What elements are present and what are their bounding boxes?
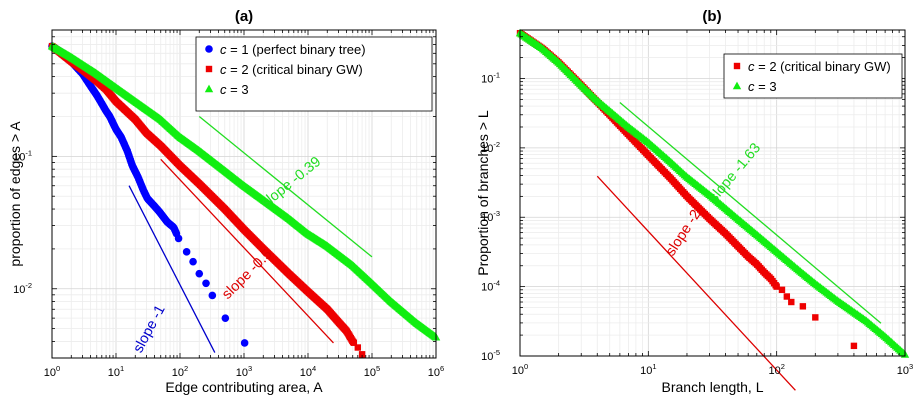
legend-marker xyxy=(205,45,213,53)
legend-label: c = 3 xyxy=(220,82,249,97)
slope-line xyxy=(198,115,373,258)
data-point xyxy=(174,234,183,243)
x-tick-label: 101 xyxy=(108,364,124,379)
y-tick-label: 10-2 xyxy=(481,140,500,155)
x-axis-ticks: 100 101 102 103 104 105 106 xyxy=(44,30,444,379)
series-3 xyxy=(47,41,441,341)
x-axis-ticks: 100 101 102 103 xyxy=(512,30,913,377)
x-tick-label: 104 xyxy=(300,364,316,379)
y-tick-label: 10-1 xyxy=(481,70,500,85)
data-point xyxy=(778,286,786,293)
legend-entry: c = 2 (critical binary GW) xyxy=(205,62,363,77)
series-2 xyxy=(515,28,910,358)
data-point xyxy=(350,339,358,346)
x-axis-label: Branch length, L xyxy=(662,379,764,395)
x-axis-label: Edge contributing area, A xyxy=(165,379,323,395)
data-point xyxy=(799,303,807,310)
y-axis-ticks: 10-1 10-2 10-3 10-4 10-5 xyxy=(481,29,905,363)
x-tick-label: 103 xyxy=(897,362,913,377)
legend-entry: c = 2 (critical binary GW) xyxy=(733,59,891,74)
slope-line xyxy=(128,185,216,353)
y-tick-label: 10-3 xyxy=(481,209,500,224)
data-point xyxy=(221,314,230,322)
legend-marker xyxy=(205,65,213,73)
data-point xyxy=(195,269,204,278)
data-point xyxy=(783,293,791,300)
panel-title: (b) xyxy=(702,8,721,25)
y-tick-label: 10-5 xyxy=(481,348,500,363)
data-point xyxy=(812,314,819,321)
legend-entry: c = 1 (perfect binary tree) xyxy=(205,42,366,57)
y-tick-label: 10-4 xyxy=(481,279,500,294)
slope-line xyxy=(160,158,334,344)
legend-marker xyxy=(732,81,742,90)
y-tick-label: 10-1 xyxy=(13,148,32,163)
x-tick-label: 103 xyxy=(236,364,252,379)
data-point xyxy=(850,342,858,350)
x-tick-label: 105 xyxy=(364,364,380,379)
x-tick-label: 100 xyxy=(512,362,528,377)
legend-marker xyxy=(204,84,214,93)
y-tick-label: 10-2 xyxy=(13,281,32,296)
legend-label: c = 2 (critical binary GW) xyxy=(748,59,891,74)
x-tick-label: 101 xyxy=(640,362,656,377)
data-point xyxy=(773,283,780,290)
data-point xyxy=(240,339,249,347)
data-point xyxy=(788,298,795,306)
x-tick-label: 102 xyxy=(172,364,188,379)
data-point xyxy=(358,351,366,358)
legend-box xyxy=(195,36,433,112)
data-point xyxy=(354,344,362,351)
y-axis-label: proportion of edges > A xyxy=(7,121,23,267)
slope-line xyxy=(619,102,882,324)
legend: c = 2 (critical binary GW) c = 3 xyxy=(723,53,903,99)
data-point xyxy=(208,291,217,300)
axes-box xyxy=(519,29,906,357)
slope-line xyxy=(596,175,796,391)
legend-box xyxy=(723,53,903,99)
legend-label: c = 3 xyxy=(748,79,777,94)
panel-title: (a) xyxy=(235,8,253,25)
legend-marker xyxy=(733,62,741,70)
x-tick-label: 100 xyxy=(44,364,60,379)
legend-entry: c = 3 xyxy=(204,82,249,97)
legend: c = 1 (perfect binary tree) c = 2 (critic… xyxy=(195,36,433,112)
y-axis-ticks: 10-1 10-2 xyxy=(13,29,436,359)
legend-label: c = 1 (perfect binary tree) xyxy=(220,42,366,57)
legend-label: c = 2 (critical binary GW) xyxy=(220,62,363,77)
legend-entry: c = 3 xyxy=(732,79,777,94)
data-point xyxy=(182,248,191,256)
data-point xyxy=(189,257,197,266)
y-axis-label: Proportion of branches > L xyxy=(475,110,491,276)
x-tick-label: 102 xyxy=(768,362,784,377)
data-point xyxy=(202,279,210,288)
x-tick-label: 106 xyxy=(428,364,444,379)
